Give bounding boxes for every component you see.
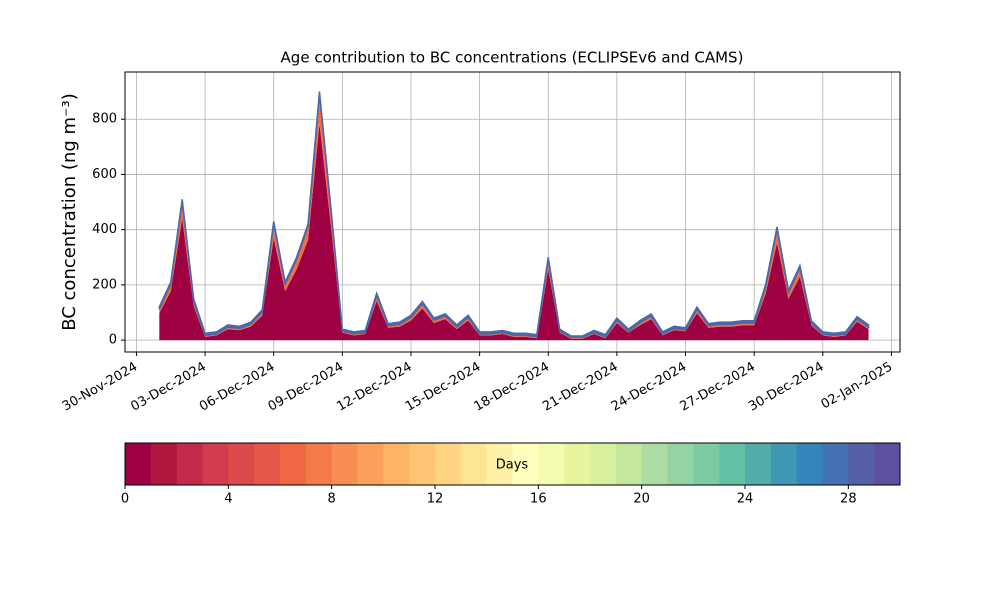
colorbar-bin [486, 443, 513, 485]
colorbar-bin [409, 443, 436, 485]
colorbar-bin [874, 443, 901, 485]
x-tick-label: 30-Nov-2024 [60, 360, 140, 415]
colorbar-tick-label: 16 [530, 492, 547, 507]
colorbar-bin [383, 443, 410, 485]
x-tick-label: 06-Dec-2024 [197, 360, 277, 415]
colorbar-bin [357, 443, 384, 485]
x-tick-label: 24-Dec-2024 [609, 360, 689, 415]
colorbar-bin [745, 443, 772, 485]
x-tick-label: 21-Dec-2024 [540, 360, 620, 415]
x-tick-label: 09-Dec-2024 [266, 360, 346, 415]
x-tick-label: 12-Dec-2024 [334, 360, 414, 415]
colorbar-bin [564, 443, 591, 485]
colorbar-bin [822, 443, 849, 485]
y-tick-label: 200 [92, 277, 117, 292]
colorbar-bin [667, 443, 694, 485]
colorbar-bin [280, 443, 307, 485]
colorbar-tick-label: 20 [633, 492, 650, 507]
colorbar-frame [124, 442, 901, 486]
colorbar-tick-label: 24 [737, 492, 754, 507]
colorbar-bin [641, 443, 668, 485]
x-tick-label: 02-Jan-2025 [819, 360, 896, 413]
y-tick-label: 0 [109, 333, 117, 348]
x-tick-label: 30-Dec-2024 [746, 360, 826, 415]
colorbar-bin [150, 443, 178, 485]
colorbar-bin [770, 443, 798, 485]
colorbar-tick-label: 4 [224, 492, 232, 507]
y-tick-label: 400 [92, 222, 117, 237]
y-tick-label: 600 [92, 167, 117, 182]
colorbar-bin [202, 443, 229, 485]
colorbar-bin [331, 443, 358, 485]
x-tick-label: 03-Dec-2024 [128, 360, 208, 415]
colorbar-bin [512, 443, 539, 485]
colorbar-bin [125, 443, 152, 485]
colorbar-bin [176, 443, 203, 485]
plot-frame [124, 71, 901, 353]
x-tick-label: 27-Dec-2024 [678, 360, 758, 415]
colorbar-bin [538, 443, 565, 485]
colorbar-bin [590, 443, 617, 485]
colorbar-bin [693, 443, 720, 485]
chart-title: Age contribution to BC concentrations (E… [281, 49, 744, 67]
area [158, 91, 870, 339]
colorbar-bin [228, 443, 255, 485]
colorbar-bin [796, 443, 823, 485]
colorbar-bin [435, 443, 462, 485]
y-axis-label: BC concentration (ng m⁻³) [59, 93, 80, 331]
y-tick-label: 800 [92, 112, 117, 127]
colorbar-tick-label: 12 [427, 492, 444, 507]
colorbar-tick-label: 28 [840, 492, 857, 507]
colorbar-tick-label: 0 [121, 492, 129, 507]
colorbar-bin [615, 443, 643, 485]
colorbar-bin [848, 443, 875, 485]
area [159, 123, 869, 341]
colorbar-bin [719, 443, 746, 485]
colorbar-bin [460, 443, 488, 485]
colorbar-bin [305, 443, 333, 485]
x-tick-label: 18-Dec-2024 [472, 360, 552, 415]
x-tick-label: 15-Dec-2024 [403, 360, 483, 415]
colorbar-tick-label: 8 [328, 492, 336, 507]
colorbar-label: Days [496, 458, 529, 473]
colorbar-bin [254, 443, 281, 485]
